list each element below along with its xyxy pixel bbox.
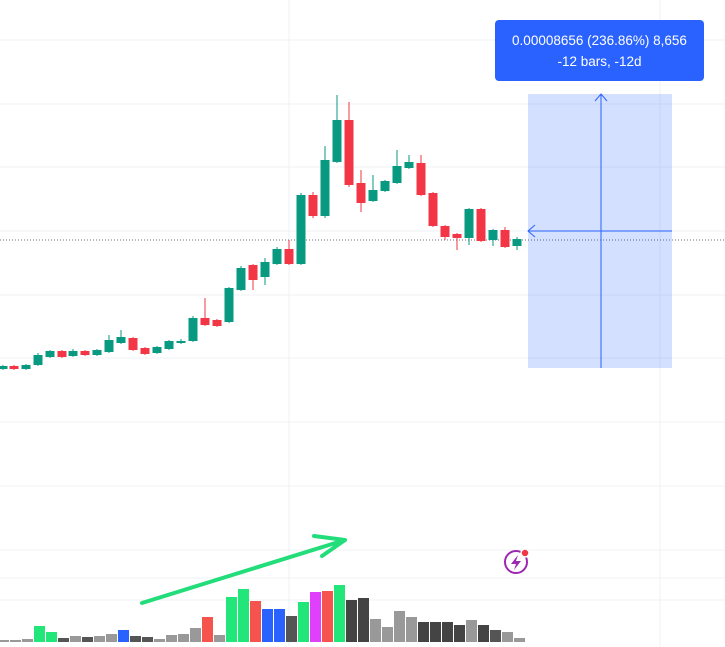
volume-bar	[514, 638, 525, 642]
volume-bar	[34, 626, 45, 642]
candle-body	[464, 209, 474, 238]
volume-bar	[370, 619, 381, 642]
volume-bar	[94, 636, 105, 642]
volume-bar	[82, 637, 93, 642]
candle-body	[416, 163, 426, 195]
volume-bar	[406, 617, 417, 642]
volume-bar	[70, 636, 81, 642]
candle-body	[116, 337, 126, 343]
volume-bar	[358, 598, 369, 642]
candle-body	[392, 166, 402, 183]
candle-body	[152, 347, 162, 353]
candle-body	[296, 195, 306, 264]
candle-body	[428, 193, 438, 226]
candle-body	[45, 351, 55, 357]
candle-body	[308, 195, 318, 216]
candle-body	[248, 265, 258, 280]
volume-bar	[382, 627, 393, 642]
volume-bar	[274, 609, 285, 642]
volume-bar	[298, 602, 309, 642]
volume-bar	[214, 635, 225, 642]
drawn-arrow	[140, 534, 347, 605]
volume-bar	[334, 585, 345, 642]
candle-body	[488, 230, 498, 240]
volume-bar	[226, 597, 237, 642]
candle-body	[224, 288, 234, 322]
candle-body	[0, 366, 8, 369]
candle-body	[200, 318, 210, 325]
volume-bar	[118, 630, 129, 642]
volume-bar	[178, 634, 189, 642]
volume-bar	[46, 632, 57, 642]
candle-body	[104, 340, 114, 352]
candle-body	[21, 365, 31, 369]
candle-body	[500, 230, 510, 247]
measure-arrows	[527, 93, 608, 238]
candle-body	[284, 249, 294, 264]
candle-body	[128, 338, 138, 350]
candle-body	[164, 341, 174, 349]
candle-body	[332, 120, 342, 162]
volume-bar	[490, 630, 501, 642]
candle-body	[68, 351, 78, 356]
candle-body	[368, 190, 378, 201]
candle-body	[380, 181, 390, 191]
volume-bar	[262, 609, 273, 642]
volume-bar	[238, 589, 249, 642]
volume-bar	[322, 591, 333, 642]
volume-bar	[10, 640, 21, 642]
volume-bar	[502, 632, 513, 642]
candle-body	[512, 239, 522, 246]
volume-bar	[0, 640, 9, 642]
volume-bar	[466, 620, 477, 642]
candle-body	[188, 318, 198, 341]
volume-bar	[346, 600, 357, 642]
volume-bar	[130, 636, 141, 642]
measure-tooltip: 0.00008656 (236.86%) 8,656 -12 bars, -12…	[495, 20, 704, 81]
candle-body	[476, 209, 486, 241]
candle-body	[212, 320, 222, 326]
candle-body	[80, 351, 90, 355]
candle-body	[344, 120, 354, 185]
volume-bar	[190, 628, 201, 642]
candle-body	[440, 226, 450, 237]
candle-body	[236, 268, 246, 290]
volume-bars	[0, 585, 525, 642]
volume-bar	[442, 622, 453, 642]
candle-body	[404, 162, 414, 168]
candle-body	[176, 341, 186, 343]
volume-bar	[106, 634, 117, 642]
candle-body	[452, 234, 462, 238]
volume-bar	[430, 622, 441, 642]
volume-bar	[58, 638, 69, 642]
volume-bar	[418, 622, 429, 642]
volume-bar	[310, 592, 321, 642]
volume-bar	[286, 616, 297, 642]
candle-body	[140, 348, 150, 354]
candle-body	[272, 249, 282, 264]
volume-bar	[154, 639, 165, 642]
candle-body	[260, 262, 270, 277]
candle-body	[356, 183, 366, 203]
volume-bar	[142, 637, 153, 642]
volume-bar	[202, 617, 213, 642]
volume-bar	[478, 625, 489, 642]
candle-body	[57, 351, 67, 357]
volume-bar	[22, 639, 33, 642]
candle-body	[320, 160, 330, 216]
candle-body	[92, 350, 102, 355]
tooltip-line: -12 bars, -12d	[557, 54, 642, 69]
volume-bar	[166, 635, 177, 642]
tooltip-line: 0.00008656 (236.86%) 8,656	[512, 33, 687, 48]
lightning-icon[interactable]	[504, 548, 530, 574]
candle-body	[33, 355, 43, 365]
volume-bar	[250, 601, 261, 642]
candles	[0, 95, 522, 370]
candle-body	[9, 366, 19, 369]
volume-bar	[394, 611, 405, 642]
volume-bar	[454, 625, 465, 642]
